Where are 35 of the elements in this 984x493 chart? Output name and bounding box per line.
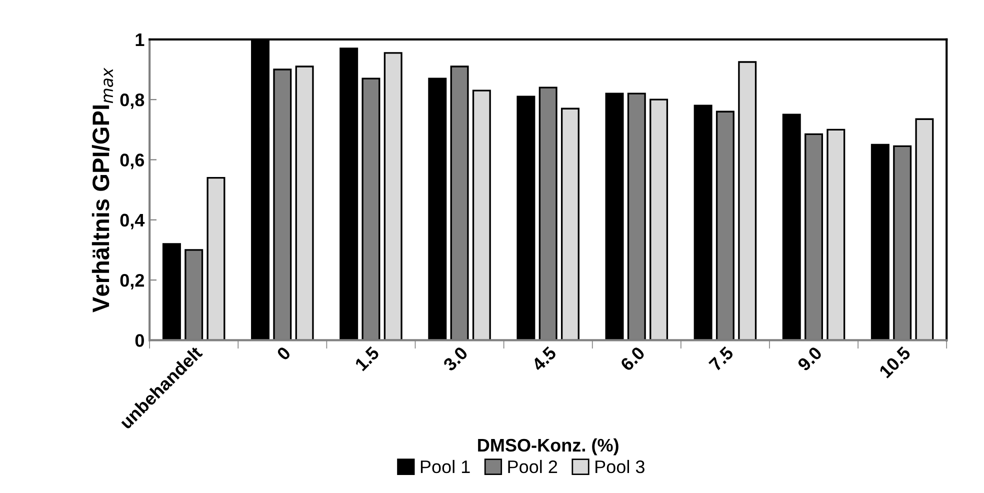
bar (694, 104, 712, 340)
bar (206, 176, 226, 340)
bar (650, 98, 668, 340)
x-tick-label: 1.5 (354, 346, 380, 372)
bar (295, 66, 314, 340)
x-tick-label: 9.0 (796, 346, 823, 372)
bar (162, 243, 181, 340)
bar (605, 92, 624, 340)
bar (915, 118, 934, 340)
y-tick-label: 0,6 (120, 154, 144, 170)
x-tick-label: 3.0 (442, 346, 468, 372)
bar (560, 108, 580, 340)
bar (870, 144, 890, 340)
x-tick-label: 6.0 (620, 346, 646, 372)
y-tick-label: 0,2 (120, 274, 144, 290)
bar (340, 48, 358, 340)
y-tick-label: 0 (135, 334, 144, 347)
bar (738, 61, 757, 340)
y-axis-title: Verhältnis GPI/GPI$_{max}$ (92, 68, 114, 312)
x-tick-label: 7.5 (708, 346, 734, 372)
bar (516, 96, 536, 340)
x-tick-label: 0 (276, 346, 292, 362)
legend-label: Pool 3 (596, 460, 644, 474)
y-tick-label: 0,4 (120, 214, 145, 230)
legend-label: Pool 1 (420, 460, 470, 474)
bar (428, 78, 447, 340)
bar (826, 128, 846, 340)
y-tick-label: 1 (136, 34, 144, 46)
x-tick-label: 4.5 (531, 346, 558, 372)
legend-label: Pool 2 (508, 460, 558, 474)
bar (782, 114, 801, 340)
bar (384, 52, 402, 340)
x-axis-title: DMSO-Konz. (%) (478, 438, 618, 456)
bar (472, 90, 491, 340)
y-tick-label: 0,8 (120, 94, 144, 109)
